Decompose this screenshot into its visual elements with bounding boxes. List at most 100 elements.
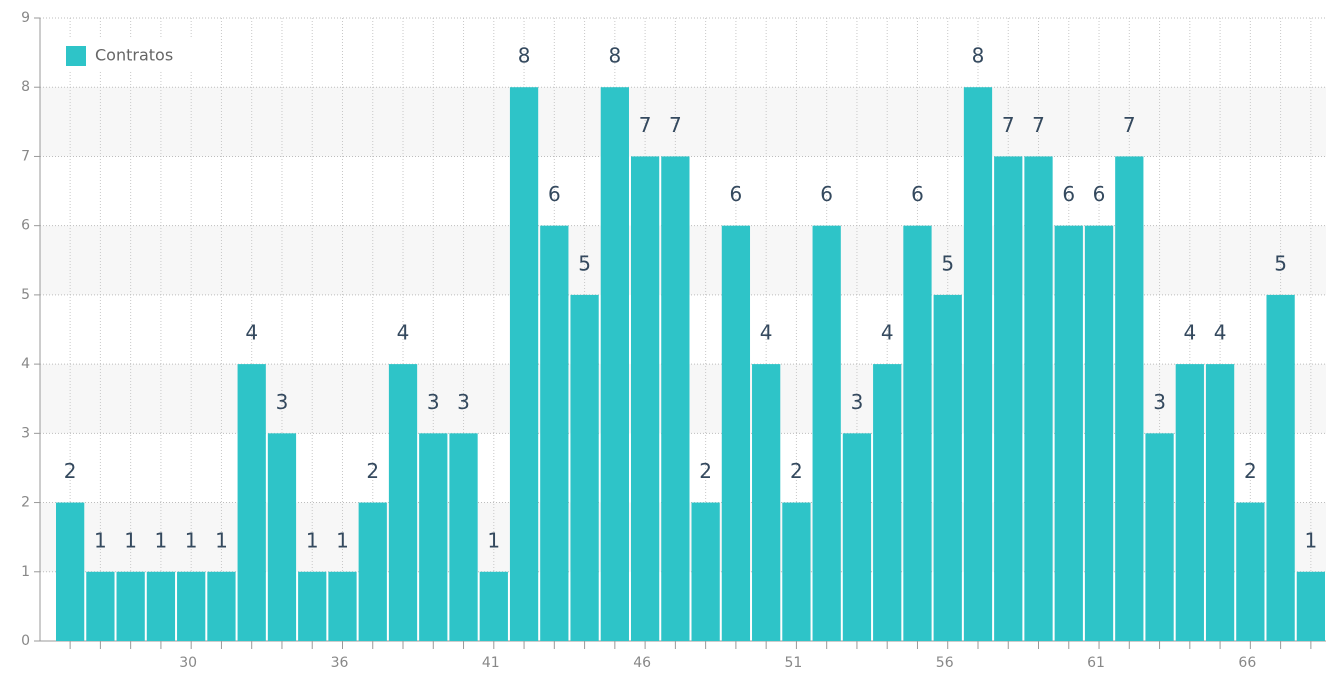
bar bbox=[237, 364, 266, 641]
bar bbox=[1266, 294, 1295, 641]
bar bbox=[328, 571, 357, 641]
y-tick-label: 8 bbox=[21, 79, 30, 95]
data-label: 1 bbox=[336, 528, 349, 552]
bar bbox=[630, 156, 660, 641]
bar bbox=[509, 87, 539, 641]
data-label: 4 bbox=[881, 321, 894, 345]
data-label: 4 bbox=[760, 321, 773, 345]
data-label: 6 bbox=[911, 182, 924, 206]
data-label: 7 bbox=[1123, 113, 1136, 137]
data-label: 6 bbox=[1062, 182, 1075, 206]
data-label: 2 bbox=[64, 459, 77, 483]
data-label: 7 bbox=[639, 113, 652, 137]
bar bbox=[449, 433, 478, 641]
data-label: 1 bbox=[487, 528, 500, 552]
data-label: 5 bbox=[1274, 251, 1287, 275]
data-label: 2 bbox=[1244, 459, 1257, 483]
data-label: 8 bbox=[972, 44, 985, 68]
x-tick-label: 41 bbox=[482, 655, 500, 671]
bar bbox=[358, 502, 387, 641]
data-label: 6 bbox=[730, 182, 743, 206]
y-tick-label: 6 bbox=[21, 218, 30, 234]
y-tick-label: 9 bbox=[21, 10, 30, 26]
bar bbox=[146, 571, 176, 641]
data-label: 1 bbox=[185, 528, 198, 552]
bar bbox=[600, 87, 629, 641]
data-label: 7 bbox=[1032, 113, 1045, 137]
bar bbox=[661, 156, 690, 641]
data-label: 4 bbox=[1214, 321, 1227, 345]
data-label: 7 bbox=[1002, 113, 1015, 137]
data-label: 3 bbox=[1153, 390, 1166, 414]
x-tick-label: 46 bbox=[633, 655, 651, 671]
bar bbox=[873, 364, 902, 641]
y-tick-label: 7 bbox=[21, 148, 30, 164]
x-tick-label: 36 bbox=[331, 655, 349, 671]
y-tick-label: 4 bbox=[21, 356, 30, 372]
x-tick-label: 66 bbox=[1238, 655, 1256, 671]
legend-label: Contratos bbox=[95, 46, 173, 65]
bar bbox=[177, 571, 206, 641]
bar bbox=[1054, 225, 1083, 641]
data-label: 4 bbox=[1183, 321, 1196, 345]
data-label: 2 bbox=[790, 459, 803, 483]
bar bbox=[1175, 364, 1204, 641]
data-label: 1 bbox=[1305, 528, 1318, 552]
data-label: 7 bbox=[669, 113, 682, 137]
bar bbox=[540, 225, 569, 641]
bar bbox=[1024, 156, 1053, 641]
data-label: 2 bbox=[699, 459, 712, 483]
bar bbox=[994, 156, 1023, 641]
y-tick-label: 2 bbox=[21, 495, 30, 511]
bar bbox=[570, 294, 599, 641]
bar bbox=[963, 87, 993, 641]
data-label: 4 bbox=[245, 321, 258, 345]
bar bbox=[842, 433, 872, 641]
y-tick-label: 3 bbox=[21, 425, 30, 441]
data-label: 3 bbox=[427, 390, 440, 414]
data-label: 3 bbox=[276, 390, 289, 414]
data-label: 8 bbox=[518, 44, 531, 68]
data-label: 5 bbox=[578, 251, 591, 275]
x-tick-label: 56 bbox=[936, 655, 954, 671]
x-tick-label: 30 bbox=[179, 655, 197, 671]
bar bbox=[1236, 502, 1265, 641]
bar bbox=[86, 571, 115, 641]
y-tick-label: 1 bbox=[21, 564, 30, 580]
bar bbox=[1296, 571, 1325, 641]
data-label: 1 bbox=[306, 528, 319, 552]
data-label: 4 bbox=[397, 321, 410, 345]
bar bbox=[1115, 156, 1144, 641]
data-label: 3 bbox=[457, 390, 470, 414]
bar bbox=[298, 571, 327, 641]
bar bbox=[419, 433, 448, 641]
legend: Contratos bbox=[58, 38, 200, 72]
bar bbox=[933, 294, 962, 641]
legend-swatch bbox=[66, 46, 86, 66]
bar bbox=[691, 502, 720, 641]
x-tick-label: 61 bbox=[1087, 655, 1105, 671]
data-label: 6 bbox=[1093, 182, 1106, 206]
y-tick-label: 0 bbox=[21, 633, 30, 649]
y-tick-label: 5 bbox=[21, 287, 30, 303]
bar bbox=[56, 502, 85, 641]
bar bbox=[812, 225, 841, 641]
grid-band bbox=[40, 87, 1326, 157]
bar bbox=[267, 433, 297, 641]
bar bbox=[903, 225, 932, 641]
bar bbox=[207, 571, 236, 641]
data-label: 5 bbox=[941, 251, 954, 275]
data-label: 6 bbox=[820, 182, 833, 206]
bar bbox=[782, 502, 811, 641]
bar bbox=[1084, 225, 1114, 641]
bar bbox=[388, 364, 418, 641]
data-label: 1 bbox=[215, 528, 228, 552]
data-label: 1 bbox=[94, 528, 107, 552]
bar bbox=[116, 571, 145, 641]
bar bbox=[752, 364, 781, 641]
data-label: 1 bbox=[155, 528, 168, 552]
data-label: 3 bbox=[851, 390, 864, 414]
data-label: 6 bbox=[548, 182, 561, 206]
data-label: 1 bbox=[124, 528, 137, 552]
